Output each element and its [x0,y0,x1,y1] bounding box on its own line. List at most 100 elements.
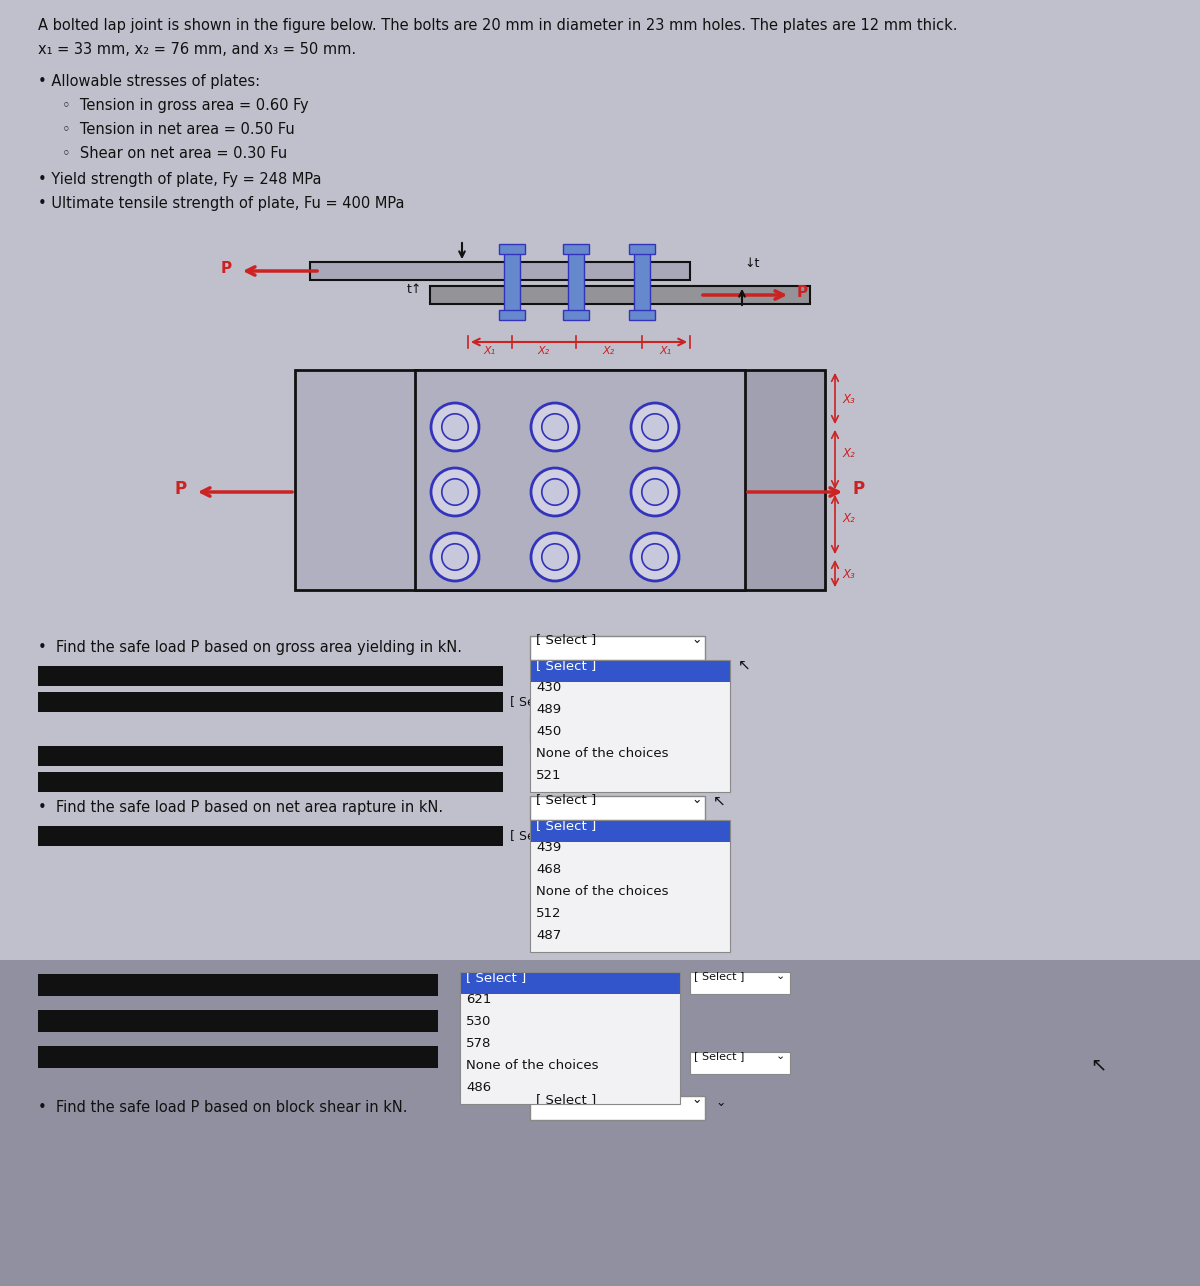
Text: ◦  Tension in gross area = 0.60 Fy: ◦ Tension in gross area = 0.60 Fy [62,98,308,113]
Text: ⌄: ⌄ [715,1096,726,1109]
Text: None of the choices: None of the choices [536,885,668,898]
Bar [38,1010,438,1031]
Text: ↓t: ↓t [744,257,760,270]
Bar [38,746,503,766]
Bar [530,842,730,864]
Text: •  Find the safe load P based on gross area yielding in kN.: • Find the safe load P based on gross ar… [38,640,462,655]
Bar [460,1060,680,1082]
Text: X₂: X₂ [842,448,856,460]
Text: ◦  Tension in net area = 0.50 Fu: ◦ Tension in net area = 0.50 Fu [62,122,295,138]
Text: [ Se: [ Se [510,829,535,842]
Bar [415,370,826,590]
Bar [460,972,680,994]
Bar [530,796,706,820]
Text: X₂: X₂ [602,346,616,356]
Bar [38,826,503,846]
Text: P: P [221,261,232,276]
Bar [38,1046,438,1067]
Text: 468: 468 [536,863,562,876]
Bar [530,660,730,682]
Text: t↑: t↑ [407,283,421,296]
Bar [38,666,503,685]
Text: X₃: X₃ [842,568,856,581]
Bar [38,772,503,792]
Bar [530,930,730,952]
Bar [38,692,503,712]
Text: ◦  Shear on net area = 0.30 Fu: ◦ Shear on net area = 0.30 Fu [62,147,287,161]
Bar [530,748,730,770]
Bar [0,961,1200,1286]
Bar [629,244,655,255]
Text: 489: 489 [536,703,562,716]
Bar [310,262,690,280]
Text: [ Select ]: [ Select ] [536,658,596,673]
Text: [ Select ]: [ Select ] [536,793,596,806]
Bar [530,660,730,792]
Text: 530: 530 [466,1015,491,1028]
Text: [ Selec: [ Selec [510,694,553,709]
Text: X₃: X₃ [842,394,856,406]
Text: P: P [175,480,187,498]
Circle shape [431,468,479,516]
Circle shape [530,403,580,451]
Text: [ Select ]: [ Select ] [694,971,744,981]
Bar [460,972,680,1103]
Text: 621: 621 [466,993,491,1006]
Bar [460,1082,680,1103]
Circle shape [431,403,479,451]
Text: [ Select ]: [ Select ] [536,633,596,646]
Circle shape [530,532,580,581]
Text: X₂: X₂ [842,512,856,525]
Bar [530,703,730,727]
Circle shape [530,468,580,516]
Text: 439: 439 [536,841,562,854]
Text: 578: 578 [466,1037,491,1049]
Text: x₁ = 33 mm, x₂ = 76 mm, and x₃ = 50 mm.: x₁ = 33 mm, x₂ = 76 mm, and x₃ = 50 mm. [38,42,356,57]
Text: 430: 430 [536,682,562,694]
Circle shape [442,544,468,570]
Bar [530,716,706,739]
Text: 512: 512 [536,907,562,919]
Circle shape [642,478,668,505]
Text: ↖: ↖ [713,793,726,809]
Circle shape [542,544,569,570]
Text: X₁: X₁ [660,346,672,356]
Bar [563,244,589,255]
Bar [690,1052,790,1074]
Bar [530,864,730,886]
Circle shape [542,414,569,440]
Bar [295,370,745,590]
Bar [530,682,730,703]
Text: 450: 450 [536,725,562,738]
Circle shape [431,532,479,581]
Text: ⌄: ⌄ [691,712,702,727]
Text: P: P [853,480,865,498]
Text: ⌄: ⌄ [691,633,702,646]
Text: X₁: X₁ [484,346,496,356]
Bar [530,820,730,842]
Bar [629,310,655,320]
Bar [460,1038,680,1060]
Bar [460,1016,680,1038]
Text: [ Select ]: [ Select ] [466,971,527,984]
Bar [530,1096,706,1120]
Bar [530,727,730,748]
Circle shape [631,468,679,516]
Bar [38,974,438,995]
Text: 486: 486 [466,1082,491,1094]
Bar [530,820,730,952]
Circle shape [631,403,679,451]
Bar [634,249,650,316]
Text: 521: 521 [536,769,562,782]
Text: 487: 487 [536,928,562,943]
Text: [ Select ]: [ Select ] [536,712,596,727]
Circle shape [631,532,679,581]
Text: • Allowable stresses of plates:: • Allowable stresses of plates: [38,75,260,89]
Bar [530,770,730,792]
Text: [ Select ]: [ Select ] [536,1093,596,1106]
Circle shape [642,414,668,440]
Text: [ Select ]: [ Select ] [694,1051,744,1061]
Bar [530,886,730,908]
Bar [430,285,810,303]
Text: ⌄: ⌄ [776,971,785,981]
